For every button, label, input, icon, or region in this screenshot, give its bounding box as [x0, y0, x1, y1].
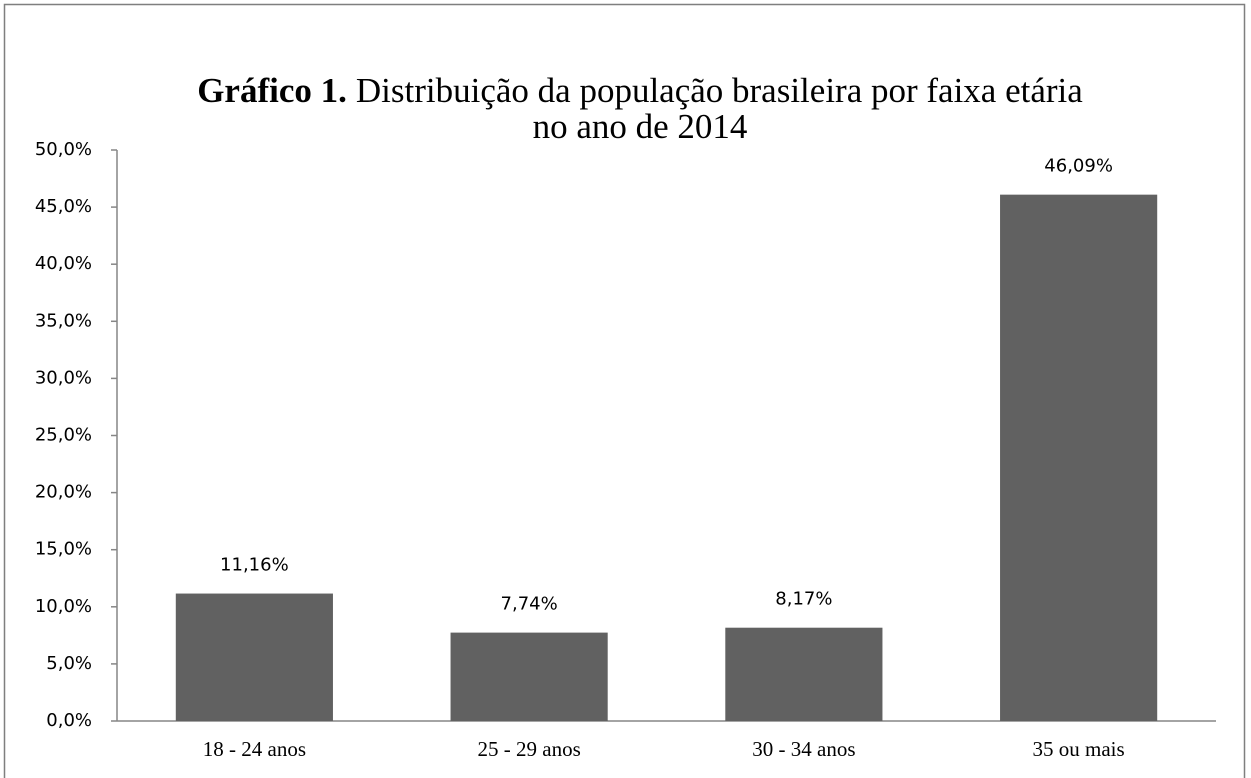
y-tick-label: 45,0%: [35, 196, 92, 217]
x-tick-label: 18 - 24 anos: [203, 737, 306, 761]
x-tick-label: 25 - 29 anos: [478, 737, 581, 761]
y-tick-label: 40,0%: [35, 253, 92, 274]
y-tick-label: 30,0%: [35, 367, 92, 388]
chart-title: Gráfico 1. Distribuição da população bras…: [197, 71, 1083, 110]
y-tick-label: 25,0%: [35, 425, 92, 446]
bar: [175, 593, 333, 721]
bar: [1000, 194, 1158, 721]
y-tick-label: 0,0%: [46, 710, 92, 731]
data-label: 7,74%: [501, 594, 558, 615]
data-label: 11,16%: [220, 555, 289, 576]
y-tick-label: 15,0%: [35, 539, 92, 560]
data-label: 8,17%: [775, 589, 832, 610]
y-tick-label: 10,0%: [35, 596, 92, 617]
x-tick-label: 30 - 34 anos: [752, 737, 855, 761]
y-tick-label: 20,0%: [35, 482, 92, 503]
title-text: Distribuição da população brasileira por…: [356, 71, 1083, 110]
y-tick-label: 5,0%: [46, 653, 92, 674]
chart-title-line2: no ano de 2014: [533, 107, 748, 146]
data-label: 46,09%: [1044, 156, 1113, 177]
bar: [725, 627, 883, 721]
title-prefix: Gráfico 1.: [197, 71, 347, 110]
y-tick-label: 35,0%: [35, 310, 92, 331]
x-tick-label: 35 ou mais: [1033, 737, 1125, 761]
y-tick-label: 50,0%: [35, 139, 92, 160]
bar: [450, 632, 608, 721]
